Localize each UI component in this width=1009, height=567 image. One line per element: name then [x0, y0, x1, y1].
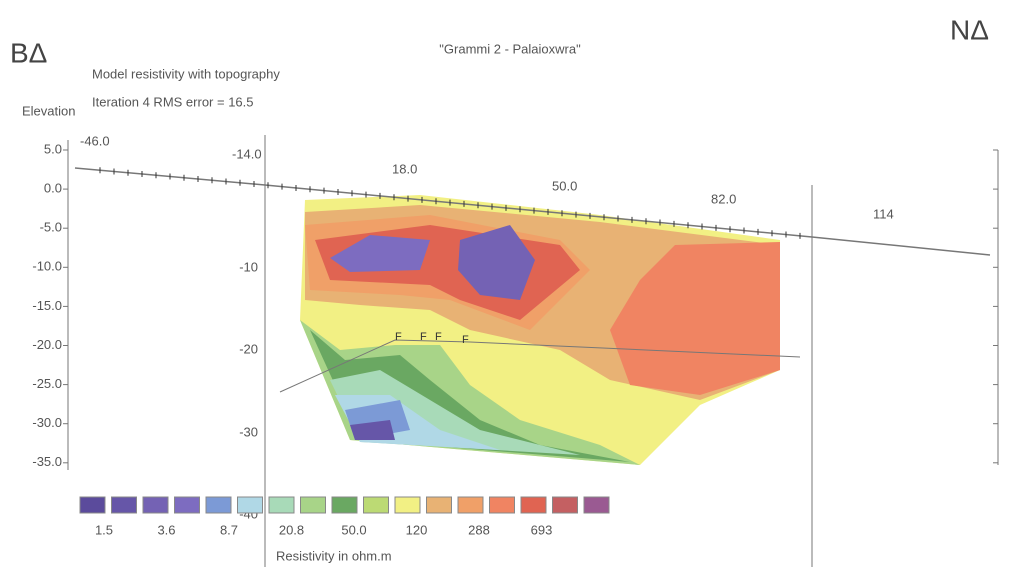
legend-swatch: [111, 496, 137, 514]
legend-swatch: [489, 496, 515, 514]
title: "Grammi 2 - Palaioxwra": [439, 41, 581, 56]
legend-swatch: [583, 496, 610, 514]
legend-swatch: [174, 496, 200, 514]
legend-swatch: [205, 496, 232, 514]
legend-label: 3.6: [157, 522, 175, 537]
legend-label: 693: [531, 522, 553, 537]
subtitle: Model resistivity with topography: [92, 66, 280, 81]
legend-swatch: [300, 496, 326, 514]
elevation-tick-label: -30.0: [32, 415, 62, 430]
fault-line: [279, 339, 801, 393]
legend-swatch: [363, 496, 389, 514]
legend-label: 120: [406, 522, 428, 537]
legend-swatch: [237, 496, 263, 514]
legend-swatch: [426, 496, 452, 514]
legend-label: 20.8: [279, 522, 304, 537]
elevation-tick-label: 5.0: [44, 141, 62, 156]
legend-swatch: [552, 496, 578, 514]
distance-label: -14.0: [232, 146, 262, 161]
contour-body: [300, 195, 780, 465]
distance-label: 50.0: [552, 178, 577, 193]
distance-label: -46.0: [80, 133, 110, 148]
legend-label: 1.5: [95, 522, 113, 537]
right-marker: NΔ: [950, 14, 989, 45]
legend-swatch: [457, 496, 484, 514]
legend-swatch: [394, 496, 421, 514]
fault-marker: F: [462, 334, 469, 346]
legend-label: 288: [468, 522, 490, 537]
elevation-tick-label: -35.0: [32, 454, 62, 469]
elevation-tick-label: -25.0: [32, 376, 62, 391]
elevation-tick-label: -10.0: [32, 259, 62, 274]
elevation-tick-label: 0.0: [44, 181, 62, 196]
legend-label: 50.0: [341, 522, 366, 537]
legend-swatch: [331, 496, 358, 514]
legend-swatch: [79, 496, 106, 514]
distance-label: 18.0: [392, 161, 417, 176]
axis-label: Elevation: [22, 103, 75, 118]
elevation-tick-label: -20.0: [32, 337, 62, 352]
elevation-tick-label: -15.0: [32, 298, 62, 313]
legend-title: Resistivity in ohm.m: [276, 548, 392, 563]
distance-label: 82.0: [711, 191, 736, 206]
depth-label: -30: [239, 424, 258, 439]
depth-label: -10: [239, 259, 258, 274]
elevation-tick-label: -5.0: [40, 220, 62, 235]
legend-label: 8.7: [220, 522, 238, 537]
left-marker: BΔ: [10, 37, 47, 68]
legend-swatch: [520, 496, 547, 514]
depth-label: -20: [239, 341, 258, 356]
distance-label: 114: [873, 206, 894, 221]
fault-marker: F: [395, 331, 402, 343]
legend-swatch: [268, 496, 295, 514]
subtitle: Iteration 4 RMS error = 16.5: [92, 94, 254, 109]
legend-swatch: [142, 496, 169, 514]
fault-marker: F: [420, 331, 427, 343]
fault-marker: F: [435, 331, 442, 343]
